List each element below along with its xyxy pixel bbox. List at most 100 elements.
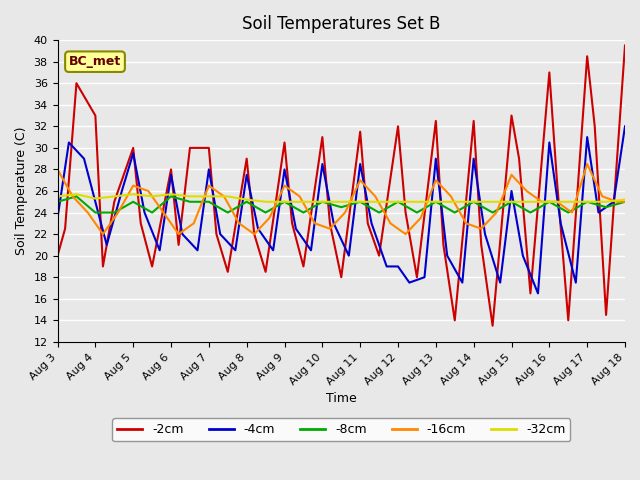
- -4cm: [356, 161, 364, 167]
- -16cm: [371, 193, 379, 199]
- -8cm: [375, 210, 383, 216]
- -4cm: [156, 247, 163, 253]
- -4cm: [281, 167, 289, 172]
- -2cm: [99, 264, 107, 269]
- -16cm: [281, 183, 289, 189]
- -8cm: [356, 199, 364, 204]
- -16cm: [447, 193, 455, 199]
- -32cm: [432, 199, 440, 204]
- -16cm: [266, 215, 273, 221]
- -8cm: [413, 210, 420, 216]
- -16cm: [417, 215, 424, 221]
- -16cm: [598, 193, 606, 199]
- -2cm: [583, 53, 591, 59]
- -32cm: [72, 192, 80, 197]
- -2cm: [394, 123, 402, 129]
- -8cm: [432, 199, 440, 204]
- -16cm: [220, 193, 228, 199]
- -4cm: [205, 167, 212, 172]
- -32cm: [489, 199, 497, 204]
- -8cm: [319, 199, 326, 204]
- -32cm: [54, 193, 61, 199]
- -2cm: [375, 253, 383, 259]
- -2cm: [440, 242, 447, 248]
- Title: Soil Temperatures Set B: Soil Temperatures Set B: [242, 15, 440, 33]
- -4cm: [444, 253, 451, 259]
- -32cm: [413, 199, 420, 204]
- -2cm: [212, 231, 220, 237]
- -32cm: [243, 197, 250, 203]
- -2cm: [224, 269, 232, 275]
- -8cm: [489, 210, 497, 216]
- Line: -4cm: -4cm: [58, 126, 625, 293]
- -4cm: [368, 220, 376, 226]
- Y-axis label: Soil Temperature (C): Soil Temperature (C): [15, 127, 28, 255]
- -4cm: [254, 226, 262, 232]
- -2cm: [243, 156, 250, 162]
- -16cm: [462, 220, 470, 226]
- -32cm: [337, 199, 345, 204]
- -16cm: [477, 226, 485, 232]
- -32cm: [262, 199, 269, 204]
- -4cm: [92, 199, 99, 204]
- -2cm: [111, 199, 118, 204]
- -4cm: [307, 247, 315, 253]
- -16cm: [159, 210, 167, 216]
- -8cm: [470, 199, 477, 204]
- -32cm: [470, 199, 477, 204]
- -8cm: [111, 210, 118, 216]
- -4cm: [394, 264, 402, 269]
- -16cm: [190, 220, 198, 226]
- -8cm: [508, 199, 515, 204]
- -32cm: [319, 199, 326, 204]
- X-axis label: Time: Time: [326, 392, 356, 405]
- -4cm: [610, 199, 618, 204]
- -16cm: [538, 199, 546, 204]
- Legend: -2cm, -4cm, -8cm, -16cm, -32cm: -2cm, -4cm, -8cm, -16cm, -32cm: [112, 418, 570, 441]
- -2cm: [591, 123, 598, 129]
- -4cm: [292, 226, 300, 232]
- -4cm: [508, 188, 515, 194]
- -2cm: [326, 220, 333, 226]
- -16cm: [114, 210, 122, 216]
- -4cm: [383, 264, 390, 269]
- -32cm: [148, 193, 156, 199]
- -32cm: [602, 199, 610, 204]
- -2cm: [477, 242, 485, 248]
- -16cm: [250, 231, 258, 237]
- -4cm: [167, 172, 175, 178]
- -2cm: [262, 269, 269, 275]
- -16cm: [175, 231, 182, 237]
- -4cm: [557, 220, 564, 226]
- -4cm: [216, 231, 224, 237]
- -8cm: [186, 199, 194, 204]
- Line: -32cm: -32cm: [58, 194, 625, 202]
- -8cm: [129, 199, 137, 204]
- -4cm: [420, 275, 428, 280]
- -8cm: [602, 204, 610, 210]
- -8cm: [337, 204, 345, 210]
- -8cm: [243, 199, 250, 204]
- -2cm: [281, 140, 289, 145]
- -4cm: [118, 188, 125, 194]
- -4cm: [65, 140, 73, 145]
- -2cm: [356, 129, 364, 134]
- -16cm: [614, 199, 621, 204]
- -16cm: [432, 177, 440, 183]
- -32cm: [527, 199, 534, 204]
- -8cm: [92, 210, 99, 216]
- -2cm: [205, 145, 212, 151]
- -2cm: [508, 113, 515, 119]
- -8cm: [545, 199, 553, 204]
- -4cm: [545, 140, 553, 145]
- Line: -2cm: -2cm: [58, 46, 625, 326]
- -16cm: [69, 193, 77, 199]
- -2cm: [553, 177, 561, 183]
- -32cm: [583, 199, 591, 204]
- -8cm: [527, 210, 534, 216]
- -4cm: [129, 150, 137, 156]
- -4cm: [330, 220, 337, 226]
- -16cm: [568, 210, 576, 216]
- -4cm: [470, 156, 477, 162]
- -32cm: [224, 193, 232, 199]
